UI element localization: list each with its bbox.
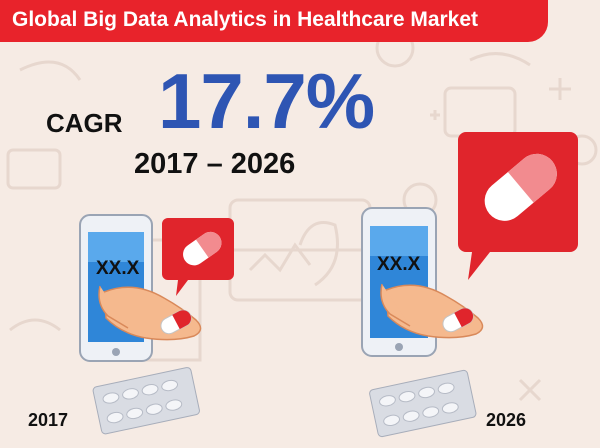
cagr-value: 17.7% — [158, 57, 375, 145]
banner-title: Global Big Data Analytics in Healthcare … — [12, 8, 479, 31]
year-2017-label: 2017 — [28, 410, 69, 430]
phone-2017-value: XX.X — [96, 258, 140, 279]
title-banner: Global Big Data Analytics in Healthcare … — [0, 0, 548, 42]
phone-2017-illustration — [79, 214, 234, 435]
phone-2026-illustration — [361, 132, 578, 438]
phone-2026-value: XX.X — [377, 254, 421, 275]
year-2026-label: 2026 — [486, 410, 527, 430]
forecast-period: 2017 – 2026 — [134, 148, 296, 180]
cagr-label: CAGR — [46, 108, 123, 138]
